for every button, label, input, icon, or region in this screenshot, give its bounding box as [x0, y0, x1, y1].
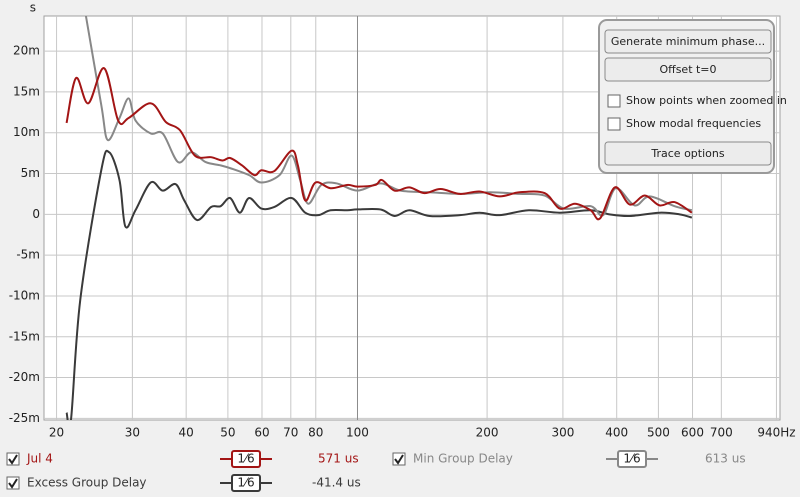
button-label: Offset t=0: [659, 63, 716, 76]
series-line: [65, 67, 693, 221]
x-tick-label: 200: [476, 426, 499, 440]
series-line: [84, 16, 693, 217]
button-label: Generate minimum phase...: [611, 35, 765, 48]
x-tick-label: 30: [125, 426, 140, 440]
y-unit: s: [30, 1, 36, 15]
checkbox-label: Show modal frequencies: [626, 117, 761, 130]
y-tick-label: -20m: [9, 370, 40, 384]
checkbox[interactable]: [6, 476, 20, 490]
y-tick-label: 0: [32, 207, 40, 221]
checkbox[interactable]: [6, 452, 20, 466]
checkmark: [394, 454, 404, 465]
button-face[interactable]: [604, 57, 772, 82]
legend-label: Jul 4: [26, 452, 53, 466]
checkbox-box[interactable]: [607, 117, 621, 131]
y-tick-label: 5m: [21, 166, 40, 180]
checkbox-box[interactable]: [607, 94, 621, 108]
y-tick-label: -10m: [9, 288, 40, 302]
button-face[interactable]: [604, 29, 772, 54]
checkmark: [8, 454, 18, 465]
legend-label: Excess Group Delay: [27, 476, 147, 490]
smoothing-box[interactable]: [617, 450, 647, 468]
checkbox[interactable]: [392, 452, 406, 466]
y-tick-label: -25m: [9, 411, 40, 425]
x-tick-label: 60: [254, 426, 269, 440]
checkbox-label: Show points when zoomed in: [626, 94, 787, 107]
x-tick-label: 20: [49, 426, 64, 440]
x-tick-label: 80: [308, 426, 323, 440]
checkbox[interactable]: [607, 94, 621, 108]
legend-label: Min Group Delay: [413, 452, 513, 466]
legend-value: 571 us: [318, 452, 359, 466]
button[interactable]: Trace options: [604, 141, 772, 166]
smoothing-label: 1⁄6: [237, 452, 254, 466]
smoothing-box[interactable]: [231, 474, 261, 492]
y-tick-label: -5m: [16, 248, 40, 262]
x-tick-label: 400: [605, 426, 628, 440]
x-tick-label: 100: [346, 426, 369, 440]
legend-value: -41.4 us: [312, 476, 361, 490]
y-tick-label: 15m: [13, 84, 40, 98]
x-tick-label: 70: [283, 426, 298, 440]
x-tick-label: 50: [220, 426, 235, 440]
smoothing-label: 1⁄6: [237, 476, 254, 490]
series-line: [65, 149, 693, 420]
button[interactable]: Generate minimum phase...: [604, 29, 772, 54]
button-label: Trace options: [650, 147, 724, 160]
button[interactable]: Offset t=0: [604, 57, 772, 82]
x-tick-label: 600: [681, 426, 704, 440]
x-tick-label: 40: [179, 426, 194, 440]
smoothing-box[interactable]: [231, 450, 261, 468]
x-tick-label: 300: [551, 426, 574, 440]
y-tick-label: 20m: [13, 44, 40, 58]
checkmark: [8, 478, 18, 489]
button-face[interactable]: [604, 141, 772, 166]
x-tick-label: 500: [647, 426, 670, 440]
x-tick-label: 700: [710, 426, 733, 440]
x-tick-label: 940Hz: [757, 426, 795, 440]
checkbox[interactable]: [607, 117, 621, 131]
smoothing-label: 1⁄6: [623, 452, 640, 466]
legend-value: 613 us: [705, 452, 746, 466]
y-tick-label: 10m: [13, 125, 40, 139]
y-tick-label: -15m: [9, 329, 40, 343]
